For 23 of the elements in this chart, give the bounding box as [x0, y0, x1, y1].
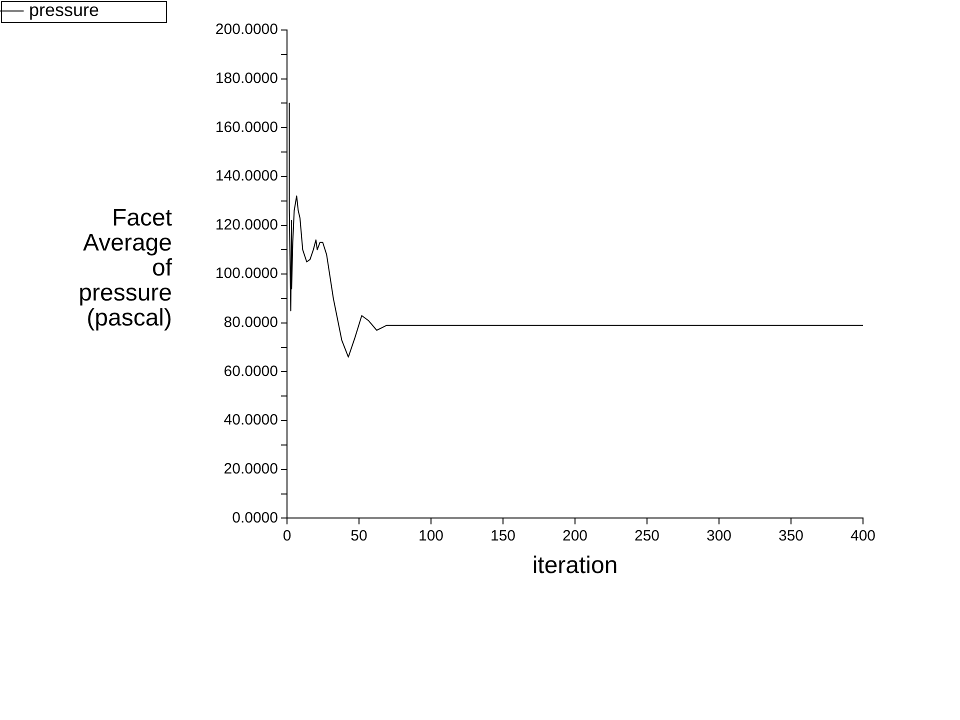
x-tick-label: 350 — [778, 527, 804, 544]
y-tick-label: 40.0000 — [224, 412, 278, 429]
y-tick-label: 20.0000 — [224, 460, 278, 478]
y-tick-label: 180.0000 — [215, 70, 278, 87]
y-axis-title: Facet Average of pressure (pascal) — [78, 204, 172, 332]
y-tick-label: 100.0000 — [215, 265, 278, 282]
y-tick-label: 140.0000 — [215, 168, 278, 185]
x-tick-label: 100 — [418, 527, 444, 544]
x-tick-label: 400 — [850, 527, 876, 544]
x-tick-label: 150 — [490, 527, 516, 544]
x-tick-label: 200 — [562, 527, 588, 544]
x-tick-label: 50 — [350, 527, 368, 544]
x-tick-label: 300 — [706, 527, 732, 544]
y-tick-label: 60.0000 — [224, 362, 278, 380]
x-axis-title: iteration — [532, 552, 618, 580]
y-tick-label: 80.0000 — [224, 314, 278, 332]
x-tick-label: 250 — [634, 527, 660, 544]
y-tick-label: 0.0000 — [232, 509, 278, 526]
y-tick-label: 160.0000 — [215, 118, 278, 136]
x-tick-label: 0 — [282, 527, 292, 544]
legend-label: pressure — [29, 0, 100, 20]
y-tick-label: 120.0000 — [215, 216, 278, 234]
y-tick-label: 200.0000 — [215, 21, 278, 38]
